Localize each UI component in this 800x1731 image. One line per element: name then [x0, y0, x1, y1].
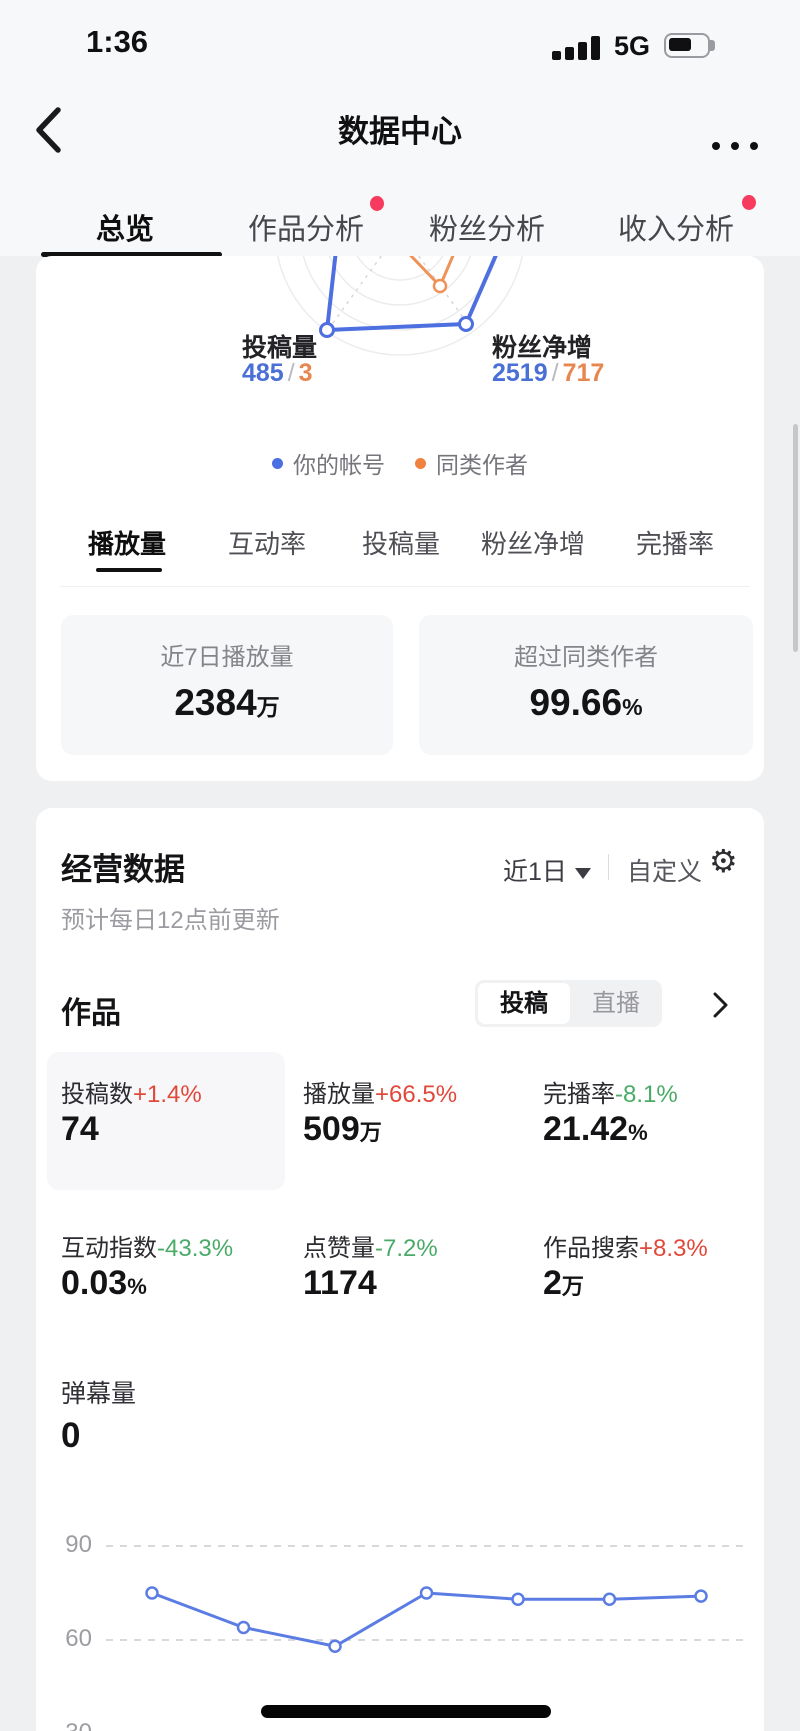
back-chevron-icon — [36, 107, 61, 153]
segment-selected-chip — [478, 983, 570, 1024]
works-detail-button[interactable] — [709, 990, 733, 1020]
trend-data-point — [511, 1592, 525, 1607]
metric-tab-underline — [96, 568, 162, 572]
metric-tab-engagement[interactable]: 互动率 — [228, 529, 307, 559]
radar-self-point — [458, 316, 474, 332]
danmaku-count-label[interactable]: 弹幕量 — [61, 1380, 137, 1408]
back-button[interactable] — [30, 102, 70, 158]
trend-line-svg — [106, 1545, 745, 1654]
controls-divider — [608, 854, 609, 880]
active-tab-underline — [41, 252, 222, 257]
tab-income-analysis[interactable]: 收入分析 — [618, 214, 735, 246]
stat-likes[interactable]: 点赞量-7.2% — [303, 1235, 438, 1262]
gear-icon[interactable]: ⚙ — [709, 843, 738, 879]
legend-dot-orange — [415, 457, 426, 469]
more-menu-button[interactable] — [712, 134, 782, 158]
stat-engagement-index[interactable]: 互动指数-43.3% — [61, 1235, 234, 1262]
radar-axis-values-fans-gain: 2519/717 — [492, 359, 605, 387]
radar-self-series — [325, 256, 498, 332]
segment-submissions[interactable]: 投稿 — [500, 990, 548, 1017]
y-tick-30: 30 — [40, 1719, 92, 1731]
danmaku-count-value: 0 — [61, 1416, 81, 1455]
caret-down-icon — [574, 867, 591, 879]
stat-plays-value: 509万 — [303, 1110, 382, 1148]
summary-card-7day-plays: 近7日播放量 2384万 — [61, 615, 393, 755]
metric-tab-plays[interactable]: 播放量 — [88, 529, 167, 559]
overview-card: 投稿量 485/3 粉丝净增 2519/717 你的帐号 同类作者 播放量 互动… — [36, 256, 764, 781]
works-analysis-badge-dot — [370, 196, 384, 211]
trend-data-point — [602, 1592, 617, 1607]
legend-your-account: 你的帐号 — [272, 446, 385, 480]
metric-tab-fans-gain[interactable]: 粉丝净增 — [481, 529, 586, 559]
legend-similar-creators: 同类作者 — [415, 446, 528, 480]
metric-tab-completion[interactable]: 完播率 — [636, 529, 715, 559]
radar-self-point — [319, 322, 335, 338]
stat-selected-highlight — [47, 1052, 285, 1190]
legend-dot-blue — [272, 457, 283, 469]
danmaku-trend-chart: 90 60 30 — [36, 1498, 764, 1731]
trend-data-point — [694, 1589, 708, 1603]
stat-completion-rate-value: 21.42% — [543, 1110, 648, 1148]
trend-data-point — [236, 1620, 251, 1635]
stat-likes-value: 1174 — [303, 1264, 377, 1302]
radar-legend: 你的帐号 同类作者 — [36, 446, 764, 480]
battery-nub — [710, 40, 715, 51]
income-analysis-badge-dot — [742, 195, 756, 210]
y-tick-90: 90 — [65, 1531, 92, 1558]
tab-overview[interactable]: 总览 — [96, 214, 155, 246]
custom-range-button[interactable]: 自定义 — [627, 858, 703, 886]
top-background — [0, 0, 800, 256]
radar-chart — [276, 256, 524, 356]
works-section-title: 作品 — [61, 997, 121, 1030]
segment-live[interactable]: 直播 — [592, 990, 640, 1017]
radar-axis-label-fans-gain: 粉丝净增 — [492, 334, 593, 362]
status-time: 1:36 — [86, 24, 149, 59]
scrollbar-thumb[interactable] — [793, 424, 798, 652]
network-type-label: 5G — [614, 31, 651, 61]
update-note: 预计每日12点前更新 — [61, 907, 280, 934]
stat-plays[interactable]: 播放量+66.5% — [303, 1081, 458, 1108]
tab-fans-analysis[interactable]: 粉丝分析 — [429, 214, 546, 246]
business-section-title: 经营数据 — [61, 852, 185, 887]
chevron-right-icon — [713, 992, 728, 1018]
trend-data-point — [328, 1639, 342, 1654]
summary-card-beat-peers: 超过同类作者 99.66% — [419, 615, 753, 755]
home-indicator[interactable] — [261, 1705, 551, 1718]
stat-submission-count-value: 74 — [61, 1110, 99, 1148]
metric-tab-divider — [60, 586, 750, 587]
page-title: 数据中心 — [338, 114, 462, 149]
radar-peer-point — [432, 278, 448, 294]
radar-peer-series — [409, 256, 455, 288]
metric-tab-submissions[interactable]: 投稿量 — [362, 529, 441, 559]
radar-axis-label-submissions: 投稿量 — [242, 334, 318, 362]
business-data-card: 经营数据 近1日 自定义 ⚙ 预计每日12点前更新 作品 投稿 直播 投稿数+1… — [36, 808, 764, 1731]
tab-works-analysis[interactable]: 作品分析 — [248, 214, 365, 246]
stat-work-search-value: 2万 — [543, 1264, 584, 1302]
date-range-dropdown[interactable]: 近1日 — [503, 852, 591, 888]
works-segmented-control: 投稿 直播 — [475, 980, 662, 1027]
stat-submission-count[interactable]: 投稿数+1.4% — [61, 1081, 202, 1108]
battery-icon — [664, 33, 710, 58]
stat-work-search[interactable]: 作品搜索+8.3% — [543, 1235, 708, 1262]
signal-strength-icon — [552, 36, 604, 60]
y-tick-60: 60 — [65, 1625, 92, 1652]
trend-data-point — [145, 1586, 159, 1600]
stat-completion-rate[interactable]: 完播率-8.1% — [543, 1081, 678, 1108]
radar-axis-values-submissions: 485/3 — [242, 359, 313, 387]
trend-data-point — [419, 1586, 434, 1600]
stat-engagement-index-value: 0.03% — [61, 1264, 147, 1302]
